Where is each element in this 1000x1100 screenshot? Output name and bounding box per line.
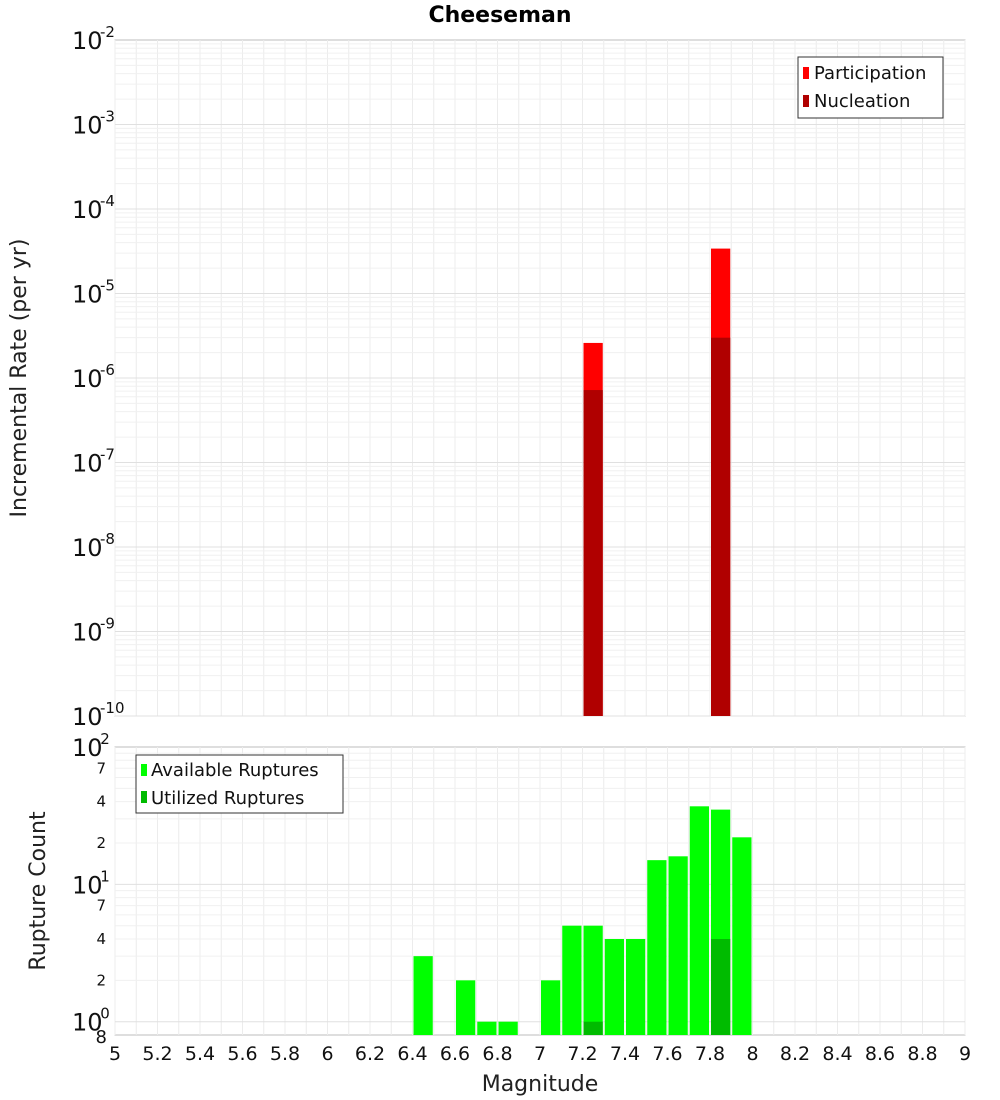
legend-label-participation: Participation [814,63,926,84]
y-tick-exponent: 0 [100,1005,110,1023]
top-grid [114,40,966,717]
bottom-legend-box [135,754,344,814]
y-tick-label: 10 [72,196,103,224]
legend-label-available: Available Ruptures [151,760,319,781]
available-bar [541,980,561,1035]
x-tick-label: 5 [109,1043,121,1065]
top-bars [583,248,731,716]
available-bar [456,980,476,1035]
y-bottom-tick-label: 8 [96,1027,107,1048]
y-tick-exponent: -8 [100,530,115,548]
y-minor-tick-label: 2 [96,834,106,852]
x-tick-label: 6 [321,1043,333,1065]
x-ticks: 5 5.2 5.4 5.6 5.8 6 6.2 6.4 6.6 6.8 7 7.2 7.4 7.6 7.8 8… [109,1043,971,1065]
x-tick-label: 5.8 [270,1043,300,1065]
available-bar [668,856,688,1035]
x-tick-label: 8.8 [907,1043,937,1065]
x-tick-label: 6.2 [355,1043,385,1065]
y-tick-label: 10 [72,534,103,562]
bottom-legend: Available Ruptures Utilized Ruptures [135,754,344,814]
y-minor-tick-label: 2 [96,971,106,989]
x-tick-label: 7.8 [695,1043,725,1065]
x-tick-label: 7.4 [610,1043,640,1065]
y-tick-exponent: -3 [100,108,115,126]
available-bar [647,860,667,1035]
y-tick-label: 10 [72,281,103,309]
legend-label-utilized: Utilized Ruptures [151,788,304,809]
y-tick-label: 10 [72,1009,103,1037]
x-tick-label: 6.6 [440,1043,470,1065]
x-tick-label: 5.6 [227,1043,257,1065]
x-tick-label: 8 [746,1043,758,1065]
legend-swatch-icon [141,764,147,776]
available-bar [498,1021,518,1035]
y-minor-tick-label: 7 [96,897,106,915]
x-tick-label: 7.6 [652,1043,682,1065]
legend-label-nucleation: Nucleation [814,91,910,112]
y-tick-exponent: -6 [100,361,115,379]
y-tick-exponent: 2 [100,730,110,748]
x-tick-label: 7 [534,1043,546,1065]
x-tick-label: 5.4 [185,1043,215,1065]
y-tick-label: 10 [72,619,103,647]
x-tick-label: 7.2 [567,1043,597,1065]
available-bar [562,925,582,1035]
y-tick-exponent: 1 [100,867,110,885]
y-tick-label: 10 [72,112,103,140]
x-tick-label: 6.8 [482,1043,512,1065]
available-bar [732,837,752,1035]
available-bar [477,1021,497,1035]
utilized-bar [711,939,731,1035]
available-bar [604,939,624,1035]
y-tick-label: 10 [72,703,103,731]
legend-swatch-icon [803,67,809,79]
nucleation-bar [711,337,731,716]
y-tick-label: 10 [72,27,103,55]
y-tick-exponent: -4 [100,192,115,210]
top-legend-box [797,56,944,119]
y-minor-tick-label: 4 [96,793,106,811]
y-tick-exponent: -9 [100,615,115,633]
chart-title: Cheeseman [428,3,571,28]
y-tick-exponent: -5 [100,277,115,295]
available-bar [583,925,603,1035]
y-tick-exponent: -10 [100,699,125,717]
x-tick-label: 8.6 [865,1043,895,1065]
y-tick-label: 10 [72,365,103,393]
x-tick-label: 9 [959,1043,971,1065]
x-tick-label: 5.2 [142,1043,172,1065]
y-tick-exponent: -2 [100,23,115,41]
utilized-bar [583,1021,603,1035]
y-tick-label: 10 [72,450,103,478]
y-tick-exponent: -7 [100,446,115,464]
available-bar [413,956,433,1035]
x-tick-label: 8.4 [822,1043,852,1065]
legend-swatch-icon [141,791,147,803]
y-minor-tick-label: 4 [96,930,106,948]
y-tick-label: 10 [72,871,103,899]
y-tick-label: 10 [72,734,103,762]
x-tick-label: 8.2 [780,1043,810,1065]
x-axis-label: Magnitude [482,1072,599,1097]
bottom-bars [413,806,752,1035]
available-bar [689,806,709,1035]
nucleation-bar [583,390,603,716]
x-tick-label: 6.4 [397,1043,427,1065]
top-legend: Participation Nucleation [797,56,944,119]
top-y-axis-label: Incremental Rate (per yr) [7,239,32,518]
bottom-y-axis-label: Rupture Count [26,811,51,971]
legend-swatch-icon [803,95,809,107]
available-bar [626,939,646,1035]
y-minor-tick-label: 7 [96,759,106,777]
